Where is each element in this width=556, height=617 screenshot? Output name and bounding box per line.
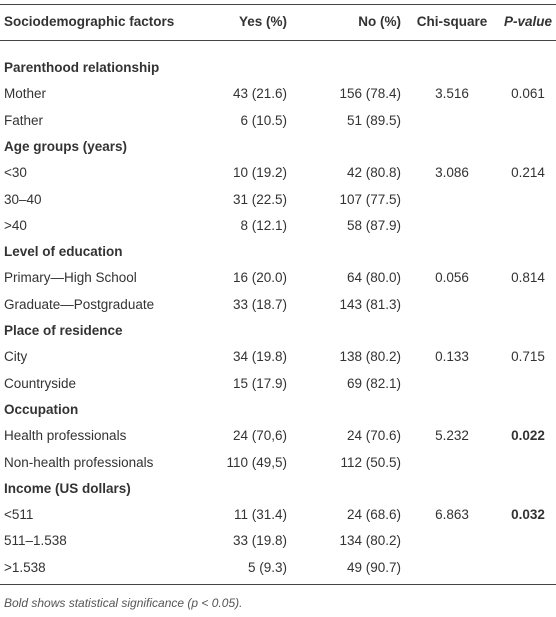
table-cell: <511 — [4, 507, 34, 523]
table-cell: 110 (49,5) — [226, 454, 287, 470]
table-cell: 10 (19.2) — [232, 165, 287, 181]
table-cell: Primary—High School — [4, 270, 137, 286]
table-cell: 24 (70,6) — [232, 428, 287, 444]
column-header: P-value — [503, 14, 553, 29]
table-cell: 24 (68.6) — [346, 507, 401, 523]
table-cell: 6.863 — [435, 507, 469, 523]
table-cell: 138 (80.2) — [339, 349, 401, 365]
table-cell: <30 — [4, 165, 27, 181]
table-cell: 33 (18.7) — [232, 296, 287, 312]
group-label: Parenthood relationship — [4, 60, 160, 75]
table-cell: 112 (50.5) — [340, 454, 401, 470]
table-cell: 58 (87.9) — [346, 217, 401, 233]
footnote: Bold shows statistical significance (p <… — [4, 596, 243, 610]
table-cell: >40 — [4, 217, 27, 233]
column-header: Sociodemographic factors — [4, 14, 175, 29]
header-rule — [0, 40, 556, 41]
table-cell: 51 (89.5) — [346, 112, 401, 128]
table-cell: City — [4, 349, 28, 365]
table-cell: Health professionals — [4, 428, 127, 444]
table-cell: 24 (70.6) — [346, 428, 401, 444]
group-label: Occupation — [4, 401, 79, 417]
table-cell: 33 (19.8) — [232, 533, 287, 549]
table-cell: >1.538 — [4, 559, 46, 575]
table-cell: 5.232 — [435, 428, 469, 444]
bottom-rule — [0, 584, 556, 585]
table-cell: Father — [4, 112, 44, 128]
table-cell: 0.214 — [511, 165, 545, 181]
table-cell: 15 (17.9) — [232, 375, 287, 391]
group-label: Level of education — [4, 244, 123, 260]
table-cell: 0.056 — [435, 270, 469, 286]
table-cell: Countryside — [4, 375, 77, 391]
table-cell: 5 (9.3) — [247, 559, 287, 575]
table-cell: 143 (81.3) — [339, 296, 401, 312]
table-cell: 156 (78.4) — [339, 86, 401, 102]
table-cell: Graduate—Postgraduate — [4, 296, 155, 312]
table-cell: 0.814 — [511, 270, 545, 286]
table-cell: 49 (90.7) — [346, 559, 401, 575]
table-cell: Mother — [4, 86, 47, 102]
table-cell: 0.715 — [511, 349, 545, 365]
table-cell: 0.133 — [435, 349, 469, 365]
table-cell: 134 (80.2) — [339, 533, 401, 549]
table-cell: 0.061 — [511, 86, 545, 102]
table-cell: 0.022 — [511, 428, 545, 444]
column-header: Yes (%) — [238, 14, 287, 29]
top-rule — [0, 4, 556, 5]
table-cell: 31 (22.5) — [232, 191, 287, 207]
table-cell: 64 (80.0) — [346, 270, 401, 286]
table-cell: 511–1.538 — [4, 533, 67, 549]
table-cell: 69 (82.1) — [346, 375, 401, 391]
column-header: No (%) — [358, 14, 401, 29]
group-label: Income (US dollars) — [4, 480, 131, 496]
table-cell: 34 (19.8) — [232, 349, 287, 365]
column-header: Chi-square — [416, 14, 488, 29]
table-cell: 8 (12.1) — [240, 217, 287, 233]
group-label: Age groups (years) — [4, 138, 128, 154]
table-cell: 3.086 — [435, 165, 469, 181]
table-cell: Non-health professionals — [4, 454, 154, 470]
group-label: Place of residence — [4, 323, 123, 338]
table-cell: 16 (20.0) — [232, 270, 287, 286]
table-cell: 42 (80.8) — [346, 165, 401, 181]
table-cell: 3.516 — [435, 86, 469, 102]
table-cell: 6 (10.5) — [240, 112, 287, 128]
table-cell: 107 (77.5) — [339, 191, 401, 207]
table-cell: 11 (31.4) — [233, 507, 287, 523]
table-cell: 30–40 — [4, 191, 42, 207]
table-cell: 43 (21.6) — [232, 86, 287, 102]
table-cell: 0.032 — [511, 507, 545, 523]
